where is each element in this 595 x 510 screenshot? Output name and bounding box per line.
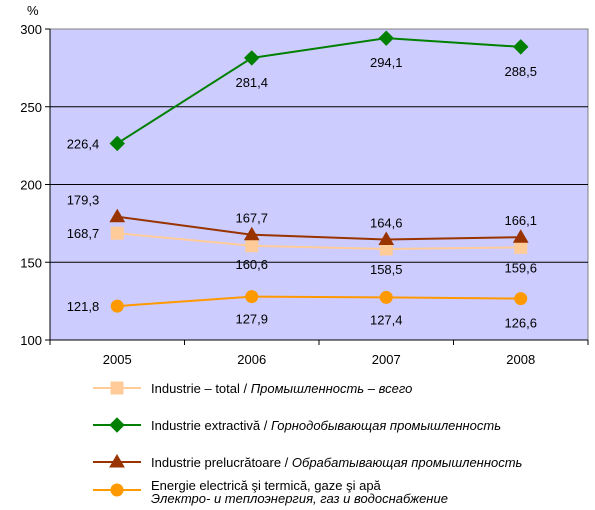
data-label-industrie-extractiva: 288,5 <box>504 64 537 79</box>
data-point-industrie-extractiva <box>244 50 260 66</box>
data-label-energie: 126,6 <box>504 316 537 331</box>
data-label-industrie-prelucratoare: 167,7 <box>235 211 268 226</box>
legend-item-industrie-prelucratoare: Industrie prelucrătoare / Обрабатывающая… <box>93 454 523 470</box>
legend-marker-shape-industrie-prelucratoare <box>109 454 125 468</box>
x-tick-label: 2005 <box>103 352 132 367</box>
data-label-energie: 121,8 <box>67 299 100 314</box>
data-point-industrie-extractiva <box>513 39 529 55</box>
legend-item-industrie-total: Industrie – total / Промышленность – все… <box>93 381 412 396</box>
series-energie <box>110 290 528 313</box>
legend-marker-industrie-prelucratoare <box>109 454 125 468</box>
legend-marker-shape-industrie-extractiva <box>109 417 125 433</box>
legend-item-energie: Energie electrică şi termică, gaze şi ap… <box>93 478 448 506</box>
legend-label-industrie-extractiva: Industrie extractivă / Горнодобывающая п… <box>151 418 501 433</box>
data-label-industrie-total: 159,6 <box>504 260 537 275</box>
legend-label-ru-energie: Электро- и теплоэнергия, газ и водоснабж… <box>151 491 448 506</box>
data-label-energie: 127,9 <box>235 312 268 327</box>
legend-item-industrie-extractiva: Industrie extractivă / Горнодобывающая п… <box>93 417 501 433</box>
legend-label-ro-energie: Energie electrică şi termică, gaze şi ap… <box>151 478 382 493</box>
series-line-industrie-total <box>117 232 521 251</box>
data-label-industrie-prelucratoare: 164,6 <box>370 216 403 231</box>
x-axis: 2005 2006 2007 2008 <box>49 339 589 367</box>
legend-marker-shape-industrie-total <box>110 381 124 395</box>
data-point-industrie-extractiva <box>109 135 125 152</box>
data-point-industrie-prelucratoare <box>243 226 260 241</box>
series-industrie-extractiva <box>109 30 529 152</box>
data-point-industrie-prelucratoare <box>109 208 126 223</box>
legend-label-ru-industrie-extractiva: Горнодобывающая промышленность <box>271 418 501 433</box>
data-label-energie: 127,4 <box>370 312 403 327</box>
legend-marker-energie <box>110 483 124 497</box>
y-tick-label: 300 <box>20 22 42 37</box>
grid-lines <box>50 106 588 263</box>
data-point-energie <box>245 290 259 304</box>
data-label-industrie-extractiva: 294,1 <box>370 55 403 70</box>
data-point-industrie-total <box>245 239 259 253</box>
legend-label-industrie-prelucratoare: Industrie prelucrătoare / Обрабатывающая… <box>151 455 523 470</box>
y-axis-label: % <box>27 3 39 18</box>
data-label-industrie-prelucratoare: 166,1 <box>504 213 537 228</box>
data-label-industrie-extractiva: 281,4 <box>235 75 268 90</box>
x-tick-label: 2007 <box>372 352 401 367</box>
data-point-industrie-prelucratoare <box>378 231 395 246</box>
data-point-energie <box>514 292 528 306</box>
y-tick-label: 100 <box>20 333 42 348</box>
legend-label-ro-industrie-total: Industrie – total / <box>151 381 251 396</box>
y-tick-label: 150 <box>20 255 42 270</box>
data-point-industrie-extractiva <box>378 30 394 46</box>
legend-label-ro-industrie-prelucratoare: Industrie prelucrătoare / <box>151 455 292 470</box>
series-line-industrie-extractiva <box>116 37 521 145</box>
series-industrie-prelucratoare <box>109 208 529 246</box>
data-point-industrie-total <box>514 240 528 254</box>
data-point-energie <box>110 299 124 313</box>
y-tick-label: 200 <box>20 178 42 193</box>
legend-label-ro-industrie-extractiva: Industrie extractivă / <box>151 418 271 433</box>
x-tick-label: 2006 <box>237 352 266 367</box>
series-line-energie <box>117 295 521 308</box>
data-labels-group: 168,7 160,6 158,5 159,6 226,4 281,4 294,1 288,5… <box>67 55 537 330</box>
legend-marker-industrie-extractiva <box>109 417 125 433</box>
data-label-industrie-total: 168,7 <box>67 226 100 241</box>
data-label-industrie-total: 160,6 <box>235 257 268 272</box>
legend-label-ru-industrie-prelucratoare: Обрабатывающая промышленность <box>292 455 523 470</box>
x-tick-label: 2008 <box>506 352 535 367</box>
data-point-energie <box>379 290 393 304</box>
series-line-industrie-prelucratoare <box>117 215 521 241</box>
data-label-industrie-total: 158,5 <box>370 262 403 277</box>
legend-marker-industrie-total <box>110 381 124 395</box>
series-industrie-total <box>110 226 528 256</box>
legend-marker-shape-energie <box>110 483 124 497</box>
series-group <box>109 30 529 313</box>
y-tick-label: 250 <box>20 100 42 115</box>
legend-label-industrie-total: Industrie – total / Промышленность – все… <box>151 381 412 396</box>
data-label-industrie-prelucratoare: 179,3 <box>67 193 100 208</box>
data-label-industrie-extractiva: 226,4 <box>67 136 100 151</box>
y-axis: 100 150 200 250 300 <box>20 22 51 348</box>
legend: Industrie – total / Промышленность – все… <box>93 381 523 506</box>
legend-label-ru-industrie-total: Промышленность – всего <box>251 381 413 396</box>
data-point-industrie-prelucratoare <box>512 229 529 243</box>
data-point-industrie-total <box>110 226 124 240</box>
